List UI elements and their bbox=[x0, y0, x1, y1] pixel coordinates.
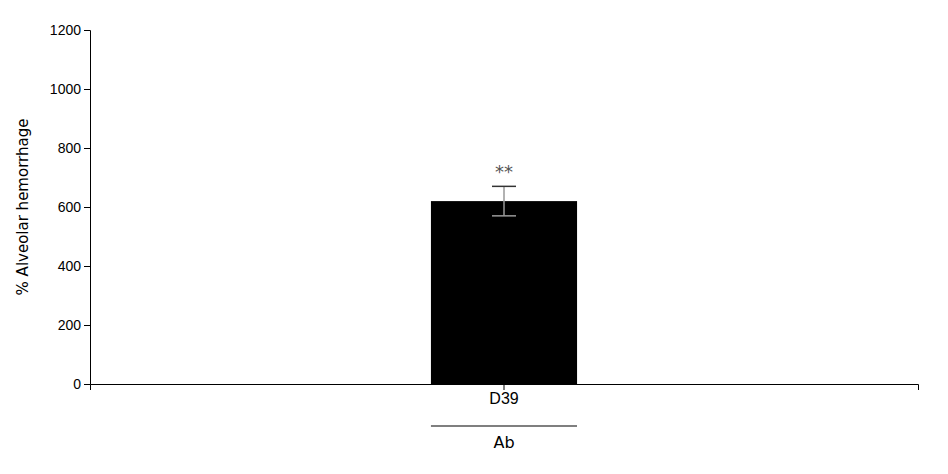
y-axis-line bbox=[84, 31, 91, 385]
bar bbox=[431, 201, 577, 384]
error-bar-cap bbox=[492, 186, 516, 188]
y-tick-mark bbox=[84, 384, 90, 385]
y-tick-label: 400 bbox=[58, 258, 82, 274]
error-bar-cap bbox=[492, 215, 516, 217]
error-bar-stem bbox=[503, 186, 505, 216]
y-tick: 600 bbox=[58, 199, 90, 215]
x-axis: D39 bbox=[91, 384, 919, 407]
y-axis: 0 200 400 600 800 1000 1200 bbox=[50, 22, 91, 392]
y-tick-mark bbox=[84, 207, 90, 208]
y-tick: 800 bbox=[58, 140, 90, 156]
y-tick-mark bbox=[84, 148, 90, 149]
error-bar bbox=[492, 186, 516, 216]
chart: 0 200 400 600 800 1000 1200 D39 ** Ab % Alveolar h… bbox=[0, 0, 948, 474]
x-tick-mark bbox=[504, 384, 505, 390]
y-tick-label: 1000 bbox=[50, 81, 81, 97]
x-axis-line bbox=[91, 385, 919, 391]
y-tick-mark bbox=[84, 325, 90, 326]
y-tick-mark bbox=[84, 89, 90, 90]
annotation: ** bbox=[495, 161, 513, 182]
y-tick-mark bbox=[84, 266, 90, 267]
y-tick: 1200 bbox=[50, 22, 90, 38]
y-tick-label: 600 bbox=[58, 199, 82, 215]
y-tick-label: 200 bbox=[58, 317, 82, 333]
y-tick-label: 800 bbox=[58, 140, 82, 156]
y-tick: 200 bbox=[58, 317, 90, 333]
group-line bbox=[431, 425, 577, 426]
x-axis-label: Ab bbox=[493, 433, 514, 452]
y-axis-label: % Alveolar hemorrhage bbox=[14, 119, 32, 296]
y-tick: 0 bbox=[73, 376, 90, 392]
y-tick-label: 1200 bbox=[50, 22, 81, 38]
marks bbox=[431, 186, 577, 384]
x-tick: D39 bbox=[489, 384, 518, 407]
y-tick: 1000 bbox=[50, 81, 90, 97]
plot: 0 200 400 600 800 1000 1200 D39 ** Ab bbox=[50, 22, 919, 452]
y-tick: 400 bbox=[58, 258, 90, 274]
y-tick-mark bbox=[84, 30, 90, 31]
x-tick-label: D39 bbox=[489, 390, 518, 407]
y-tick-label: 0 bbox=[73, 376, 81, 392]
